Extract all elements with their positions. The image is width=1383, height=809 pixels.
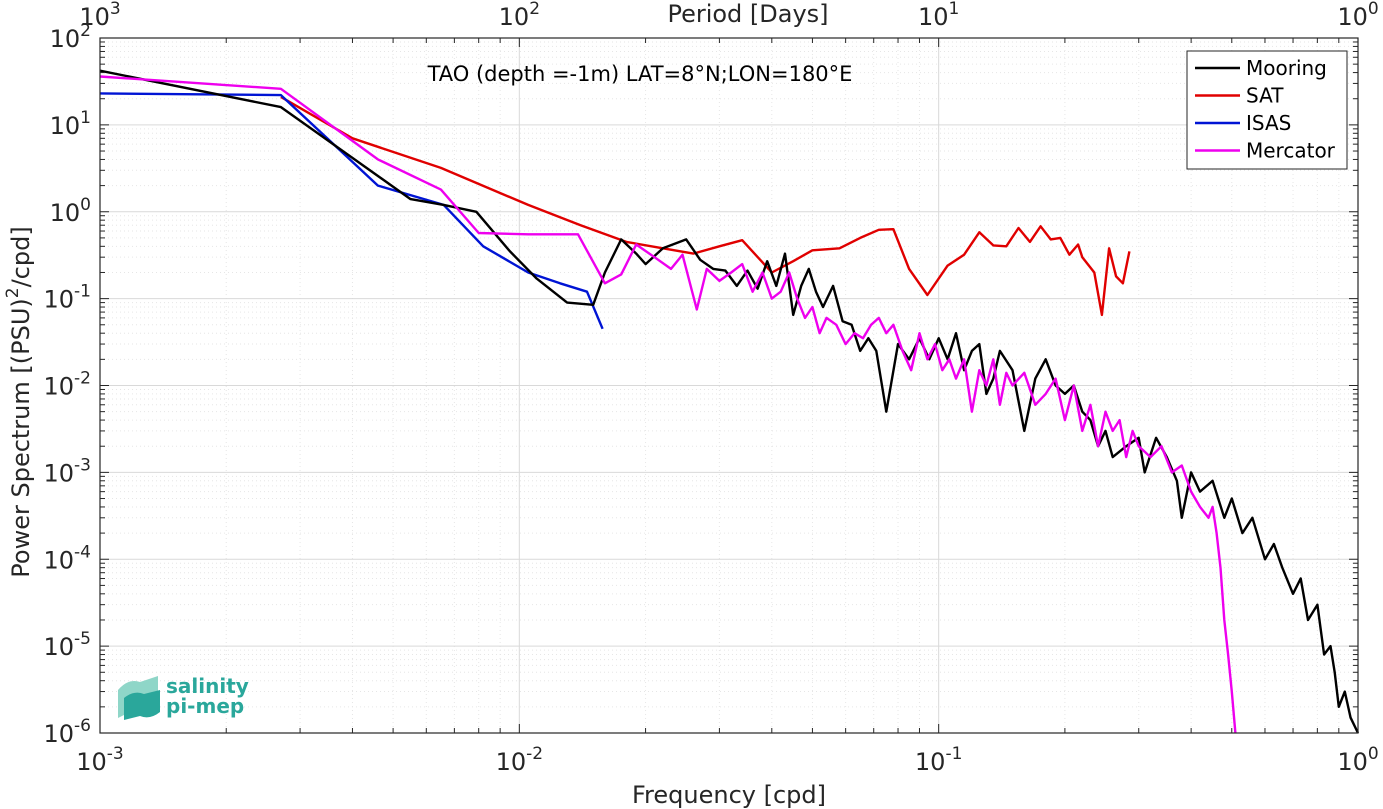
series-line-sat [280, 95, 1131, 317]
logo-line1: salinity [166, 674, 249, 698]
y-tick-label: 10-2 [44, 369, 92, 401]
top-tick-label: 102 [499, 0, 540, 31]
salinity-pimep-logo: salinity pi-mep [118, 674, 249, 720]
x-tick-label: 10-3 [76, 744, 124, 776]
y-tick-label: 10-6 [44, 716, 92, 748]
y-tick-label: 100 [50, 195, 91, 227]
series-line-mooring [99, 69, 1360, 734]
legend-label-mooring: Mooring [1246, 56, 1327, 80]
series-line-isas [99, 92, 604, 330]
chart-annotation: TAO (depth =-1m) LAT=8°N;LON=180°E [427, 62, 853, 86]
y-tick-label: 10-1 [44, 282, 92, 314]
y-tick-label: 10-3 [44, 455, 92, 487]
tick-marks [99, 37, 1359, 734]
top-tick-label: 103 [79, 0, 120, 31]
series-lines [99, 69, 1360, 734]
y-tick-label: 10-4 [44, 542, 92, 574]
series-line-mercator [99, 75, 1237, 734]
y-tick-label: 101 [50, 108, 91, 140]
x-axis-title: Frequency [cpd] [632, 781, 826, 809]
top-axis-title: Period [Days] [667, 0, 828, 28]
y-tick-label: 10-5 [44, 629, 92, 661]
top-tick-label: 100 [1337, 0, 1378, 31]
minor-grid [100, 38, 1358, 733]
legend: Mooring SAT ISAS Mercator [1186, 50, 1348, 170]
logo-line2: pi-mep [166, 694, 244, 718]
logo-wave-front [124, 690, 160, 720]
x-tick-label: 10-2 [496, 744, 544, 776]
legend-label-isas: ISAS [1246, 111, 1291, 135]
y-tick-label: 102 [50, 21, 91, 53]
top-tick-label: 101 [918, 0, 959, 31]
x-tick-label: 10-1 [915, 744, 963, 776]
y-axis-title: Power Spectrum [(PSU)2/cpd] [3, 226, 35, 577]
x-tick-label: 100 [1337, 744, 1378, 776]
legend-label-sat: SAT [1246, 84, 1284, 108]
legend-label-mercator: Mercator [1246, 139, 1336, 163]
